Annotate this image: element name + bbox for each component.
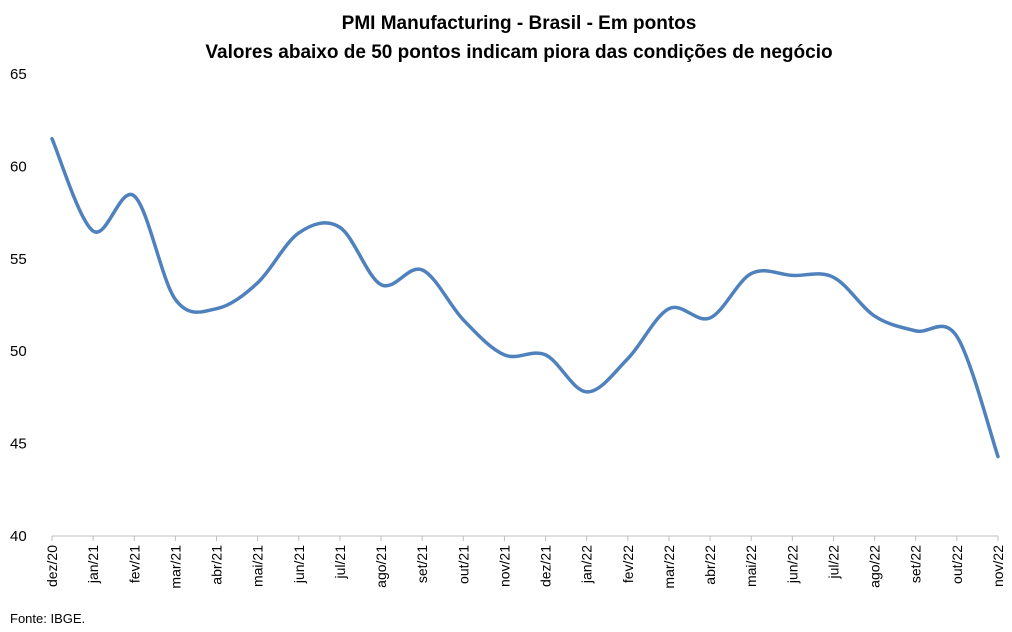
chart-title: PMI Manufacturing - Brasil - Em pontos: [342, 13, 697, 34]
x-tick-label: jul/22: [825, 545, 841, 580]
x-tick-label: mar/21: [167, 545, 183, 589]
x-tick-label: mai/22: [743, 545, 759, 587]
y-tick-label: 65: [10, 66, 27, 83]
x-tick-label: ago/21: [373, 545, 389, 588]
x-tick-label: nov/22: [990, 545, 1006, 587]
x-tick-label: set/21: [414, 545, 430, 583]
chart-subtitle: Valores abaixo de 50 pontos indicam pior…: [205, 42, 832, 63]
x-tick-label: jan/22: [579, 545, 595, 584]
x-tick-label: mai/21: [250, 545, 266, 587]
y-tick-label: 40: [10, 528, 27, 545]
x-tick-label: jan/21: [85, 545, 101, 584]
x-tick-label: dez/20: [44, 545, 60, 587]
x-tick-label: abr/21: [209, 545, 225, 585]
y-tick-label: 55: [10, 251, 27, 268]
x-tick-label: out/21: [455, 545, 471, 584]
y-tick-label: 50: [10, 343, 27, 360]
x-tick-label: set/22: [908, 545, 924, 583]
x-tick-label: jun/22: [784, 545, 800, 584]
x-tick-label: nov/21: [496, 545, 512, 587]
source-note: Fonte: IBGE.: [10, 611, 86, 626]
x-axis-ticks: dez/20 jan/21 fev/21 mar/21 abr/21 mai/21 jun/…: [44, 536, 1006, 589]
y-axis-ticks: 40 45 50 55 60 65: [10, 66, 27, 545]
x-tick-label: jun/21: [291, 545, 307, 584]
x-tick-label: abr/22: [702, 545, 718, 585]
y-tick-label: 45: [10, 436, 27, 453]
x-tick-label: dez/21: [538, 545, 554, 587]
y-tick-label: 60: [10, 158, 27, 175]
x-tick-label: out/22: [949, 545, 965, 584]
x-tick-label: fev/21: [126, 545, 142, 583]
x-tick-label: jul/21: [332, 545, 348, 580]
x-tick-label: ago/22: [867, 545, 883, 588]
pmi-series-line: [50, 136, 1000, 459]
x-tick-label: fev/22: [620, 545, 636, 583]
x-tick-label: mar/22: [661, 545, 677, 589]
